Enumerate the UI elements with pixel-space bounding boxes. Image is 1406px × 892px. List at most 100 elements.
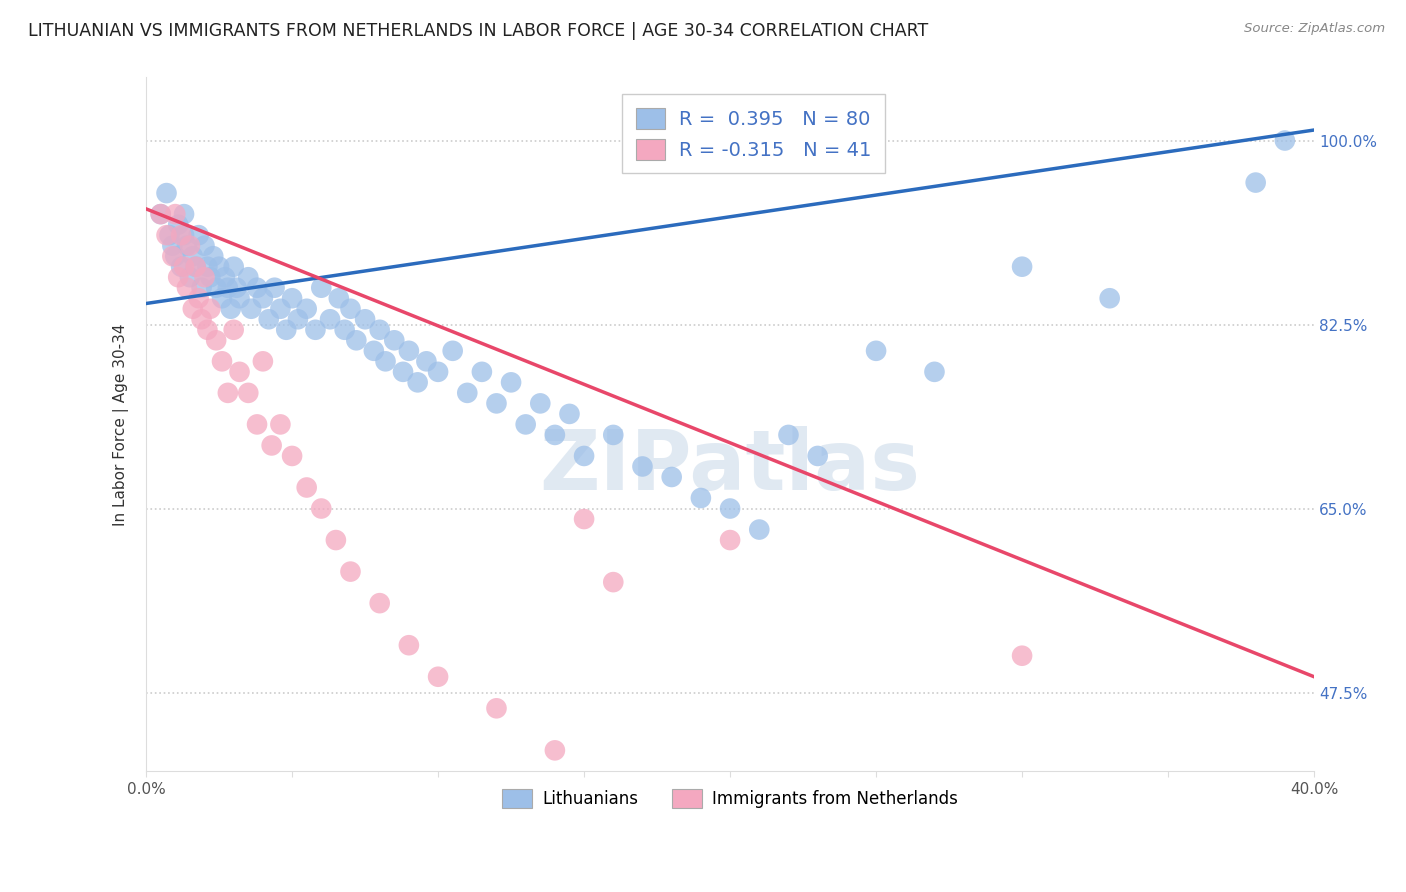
Point: [187, 291, 209, 305]
Y-axis label: In Labor Force | Age 30-34: In Labor Force | Age 30-34: [114, 323, 129, 525]
Point: [807, 449, 830, 463]
Point: [269, 417, 291, 432]
Point: [427, 365, 450, 379]
Point: [149, 207, 172, 221]
Point: [368, 596, 391, 610]
Point: [529, 396, 551, 410]
Point: [311, 281, 333, 295]
Point: [165, 207, 187, 221]
Point: [374, 354, 396, 368]
Legend: Lithuanians, Immigrants from Netherlands: Lithuanians, Immigrants from Netherlands: [496, 782, 965, 815]
Point: [228, 291, 250, 305]
Point: [176, 281, 198, 295]
Text: ZIPatlas: ZIPatlas: [540, 425, 921, 507]
Point: [689, 491, 711, 505]
Point: [544, 743, 567, 757]
Point: [311, 501, 333, 516]
Point: [339, 301, 361, 316]
Point: [382, 333, 405, 347]
Point: [295, 481, 318, 495]
Point: [211, 354, 233, 368]
Point: [217, 281, 239, 295]
Point: [246, 417, 269, 432]
Point: [240, 301, 263, 316]
Point: [187, 228, 209, 243]
Point: [202, 249, 225, 263]
Point: [339, 565, 361, 579]
Point: [485, 396, 508, 410]
Point: [281, 291, 304, 305]
Point: [222, 260, 245, 274]
Point: [252, 354, 274, 368]
Point: [456, 385, 478, 400]
Point: [193, 238, 215, 252]
Point: [197, 260, 219, 274]
Point: [257, 312, 280, 326]
Point: [197, 323, 219, 337]
Point: [200, 301, 222, 316]
Point: [252, 291, 274, 305]
Point: [269, 301, 291, 316]
Text: LITHUANIAN VS IMMIGRANTS FROM NETHERLANDS IN LABOR FORCE | AGE 30-34 CORRELATION: LITHUANIAN VS IMMIGRANTS FROM NETHERLAND…: [28, 22, 928, 40]
Point: [328, 291, 350, 305]
Point: [205, 333, 228, 347]
Point: [304, 323, 326, 337]
Point: [415, 354, 437, 368]
Point: [295, 301, 318, 316]
Point: [205, 281, 228, 295]
Point: [217, 385, 239, 400]
Point: [222, 323, 245, 337]
Point: [572, 512, 595, 526]
Point: [344, 333, 367, 347]
Point: [159, 228, 181, 243]
Point: [208, 260, 231, 274]
Point: [471, 365, 494, 379]
Point: [406, 376, 429, 390]
Point: [173, 228, 195, 243]
Point: [263, 281, 285, 295]
Point: [179, 270, 201, 285]
Point: [924, 365, 946, 379]
Point: [167, 218, 190, 232]
Point: [211, 291, 233, 305]
Point: [179, 238, 201, 252]
Point: [149, 207, 172, 221]
Point: [544, 428, 567, 442]
Point: [427, 670, 450, 684]
Point: [165, 249, 187, 263]
Point: [501, 376, 523, 390]
Point: [778, 428, 800, 442]
Point: [225, 281, 247, 295]
Point: [602, 428, 624, 442]
Point: [1098, 291, 1121, 305]
Point: [162, 238, 184, 252]
Point: [661, 470, 683, 484]
Point: [155, 186, 177, 200]
Point: [333, 323, 356, 337]
Point: [276, 323, 298, 337]
Point: [718, 501, 741, 516]
Point: [398, 638, 420, 652]
Point: [1244, 176, 1267, 190]
Point: [193, 270, 215, 285]
Point: [287, 312, 309, 326]
Point: [214, 270, 236, 285]
Point: [190, 312, 212, 326]
Point: [173, 207, 195, 221]
Point: [558, 407, 581, 421]
Point: [181, 249, 204, 263]
Point: [170, 260, 193, 274]
Point: [354, 312, 377, 326]
Point: [572, 449, 595, 463]
Point: [398, 343, 420, 358]
Point: [392, 365, 415, 379]
Point: [441, 343, 464, 358]
Point: [167, 270, 190, 285]
Point: [515, 417, 537, 432]
Point: [319, 312, 342, 326]
Point: [718, 533, 741, 547]
Point: [363, 343, 385, 358]
Point: [173, 260, 195, 274]
Point: [1274, 134, 1296, 148]
Point: [184, 260, 207, 274]
